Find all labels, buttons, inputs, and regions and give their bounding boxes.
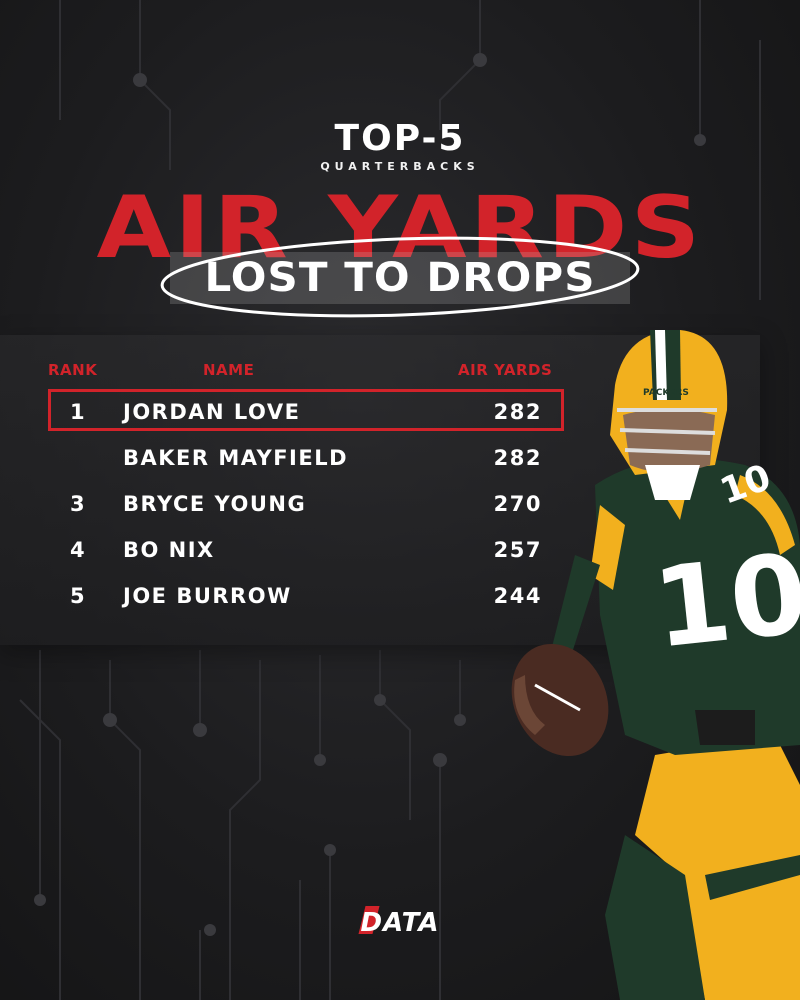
air-yards-cell: 270: [493, 492, 542, 516]
rank-cell: 3: [69, 492, 87, 516]
name-cell: JOE BURROW: [123, 584, 292, 608]
column-header-rank: RANK: [48, 361, 98, 379]
player-photo: 10 10 PACKERS: [511, 330, 800, 1000]
table-row: 5 JOE BURROW 244: [0, 576, 560, 616]
row-highlight-box: [48, 389, 564, 431]
air-yards-cell: 282: [493, 400, 542, 424]
air-yards-cell: 257: [493, 538, 542, 562]
jersey-number: 10: [648, 529, 800, 672]
rank-cell: 1: [69, 400, 87, 424]
name-cell: BRYCE YOUNG: [123, 492, 307, 516]
table-row: 4 BO NIX 257: [0, 530, 560, 570]
name-cell: JORDAN LOVE: [123, 400, 301, 424]
table-row: 3 BRYCE YOUNG 270: [0, 484, 560, 524]
table-row: BAKER MAYFIELD 282: [0, 438, 560, 478]
page-title: AIR YARDS: [96, 178, 704, 278]
air-yards-cell: 244: [493, 584, 542, 608]
name-cell: BAKER MAYFIELD: [123, 446, 349, 470]
ellipse-ring: [160, 236, 640, 318]
column-header-air-yards: AIR YARDS: [458, 361, 553, 379]
air-yards-cell: 282: [493, 446, 542, 470]
rank-cell: 5: [69, 584, 87, 608]
table-row: 1 JORDAN LOVE 282: [0, 392, 560, 432]
column-header-name: NAME: [203, 361, 255, 379]
highlight-band: [170, 252, 630, 304]
title-top5: TOP-5: [334, 118, 466, 159]
name-cell: BO NIX: [123, 538, 215, 562]
title-highlight: LOST TO DROPS: [204, 255, 596, 301]
brand-logo: DATA: [360, 908, 440, 938]
rank-cell: 4: [69, 538, 87, 562]
title-subtitle: QUARTERBACKS: [320, 160, 480, 173]
helmet-text: PACKERS: [643, 388, 689, 398]
